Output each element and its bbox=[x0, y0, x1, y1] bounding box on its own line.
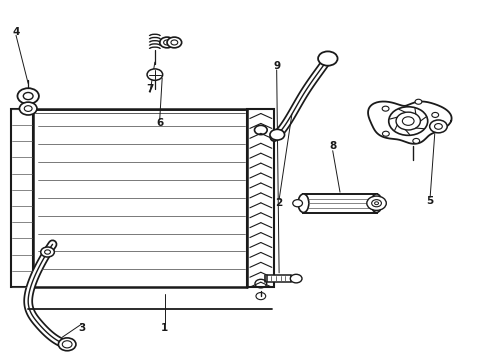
Circle shape bbox=[147, 69, 163, 80]
Polygon shape bbox=[368, 102, 452, 144]
Circle shape bbox=[389, 107, 428, 135]
Circle shape bbox=[413, 139, 419, 143]
Circle shape bbox=[432, 112, 439, 117]
Circle shape bbox=[270, 129, 285, 140]
Bar bbox=[11, 109, 33, 287]
Bar bbox=[267, 275, 291, 282]
Text: 7: 7 bbox=[147, 84, 154, 94]
Circle shape bbox=[20, 102, 37, 115]
Circle shape bbox=[367, 196, 386, 210]
Circle shape bbox=[382, 106, 389, 111]
Circle shape bbox=[58, 338, 76, 351]
Bar bbox=[247, 109, 274, 287]
Ellipse shape bbox=[371, 194, 382, 212]
Circle shape bbox=[383, 131, 389, 136]
Circle shape bbox=[318, 51, 338, 66]
Text: 6: 6 bbox=[156, 118, 163, 128]
Circle shape bbox=[41, 247, 54, 257]
Text: 5: 5 bbox=[426, 197, 434, 206]
Circle shape bbox=[160, 37, 174, 48]
Ellipse shape bbox=[298, 194, 309, 212]
Text: 4: 4 bbox=[12, 27, 20, 37]
Text: 1: 1 bbox=[161, 323, 168, 333]
Text: 2: 2 bbox=[275, 198, 283, 208]
Circle shape bbox=[415, 99, 422, 104]
Circle shape bbox=[167, 37, 182, 48]
Text: 9: 9 bbox=[273, 61, 280, 71]
Text: 8: 8 bbox=[329, 141, 336, 151]
Text: 3: 3 bbox=[78, 323, 85, 333]
Bar bbox=[303, 194, 376, 212]
Circle shape bbox=[430, 120, 447, 133]
Circle shape bbox=[396, 112, 420, 130]
Circle shape bbox=[293, 200, 302, 207]
Circle shape bbox=[18, 88, 39, 104]
Circle shape bbox=[290, 274, 302, 283]
